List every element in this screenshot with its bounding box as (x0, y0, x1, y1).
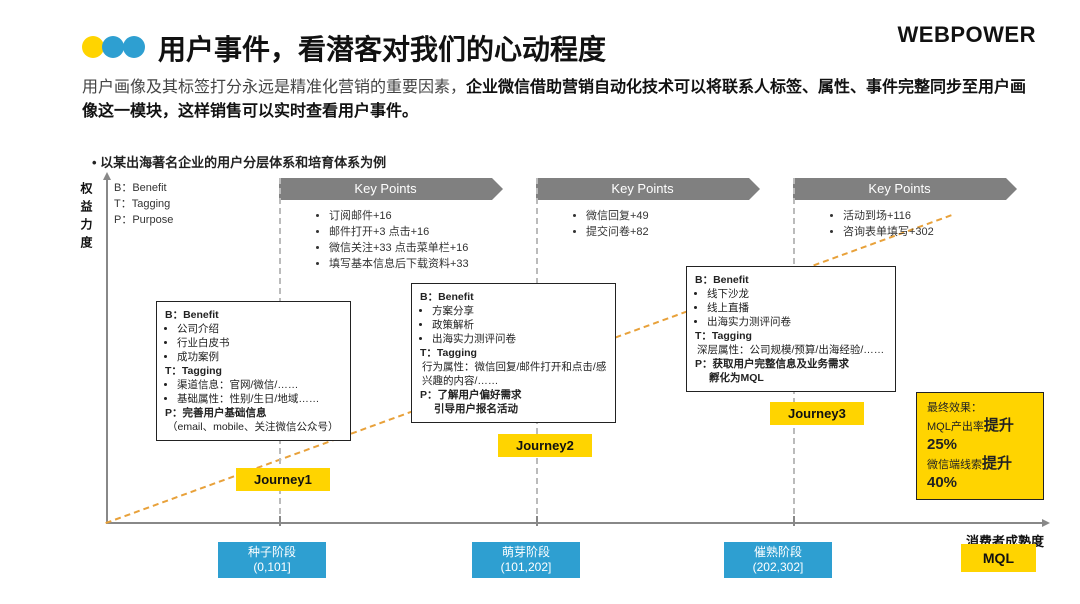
btp-p: P：Purpose (114, 212, 173, 228)
y-axis (106, 178, 108, 524)
axis-tick (793, 516, 795, 526)
dot-1 (82, 36, 104, 58)
example-note: • 以某出海著名企业的用户分层体系和培育体系为例 (92, 152, 386, 171)
result-l3a: 微信端线索 (927, 459, 982, 471)
journey-badge: Journey3 (770, 402, 864, 425)
logo-dots (82, 36, 139, 63)
journey-badge: Journey2 (498, 434, 592, 457)
axis-tick (536, 516, 538, 526)
key-points-list: 订阅邮件+16邮件打开+3 点击+16微信关注+33 点击菜单栏+16填写基本信… (315, 208, 469, 272)
btp-box: B：Benefit公司介绍行业白皮书成功案例T：Tagging渠道信息：官网/微… (156, 301, 351, 441)
brand-logo: WEBPOWER (898, 22, 1036, 48)
key-points-list: 微信回复+49提交问卷+82 (572, 208, 649, 240)
btp-t: T：Tagging (114, 196, 173, 212)
x-axis (106, 522, 1044, 524)
stage-label: 催熟阶段(202,302] (724, 542, 832, 578)
axis-tick (279, 516, 281, 526)
chart-area: B：Benefit T：Tagging P：Purpose Key Points… (106, 178, 1044, 524)
dot-2 (102, 36, 124, 58)
result-box: 最终效果： MQL产出率提升25% 微信端线索提升40% (916, 392, 1044, 500)
key-points-bar: Key Points (536, 178, 749, 200)
y-axis-label: 权益力度 (78, 182, 95, 254)
btp-box: B：Benefit方案分享政策解析出海实力测评问卷T：Tagging行为属性：微… (411, 283, 616, 423)
page-title: 用户事件，看潜客对我们的心动程度 (158, 28, 606, 68)
btp-b: B：Benefit (114, 180, 173, 196)
result-title: 最终效果： (927, 399, 1033, 417)
btp-box: B：Benefit线下沙龙线上直播出海实力测评问卷T：Tagging深层属性：公… (686, 266, 896, 392)
journey-badge: Journey1 (236, 468, 330, 491)
dot-3 (123, 36, 145, 58)
subtitle: 用户画像及其标签打分永远是精准化营销的重要因素，企业微信借助营销自动化技术可以将… (82, 76, 1036, 124)
key-points-list: 活动到场+116咨询表单填写+302 (829, 208, 934, 240)
stage-label: 萌芽阶段(101,202] (472, 542, 580, 578)
mql-box: MQL (961, 544, 1036, 572)
btp-legend: B：Benefit T：Tagging P：Purpose (114, 180, 173, 228)
stage-label: 种子阶段(0,101] (218, 542, 326, 578)
result-l2a: MQL产出率 (927, 421, 984, 433)
key-points-bar: Key Points (793, 178, 1006, 200)
subtitle-plain: 用户画像及其标签打分永远是精准化营销的重要因素， (82, 79, 466, 96)
key-points-bar: Key Points (279, 178, 492, 200)
